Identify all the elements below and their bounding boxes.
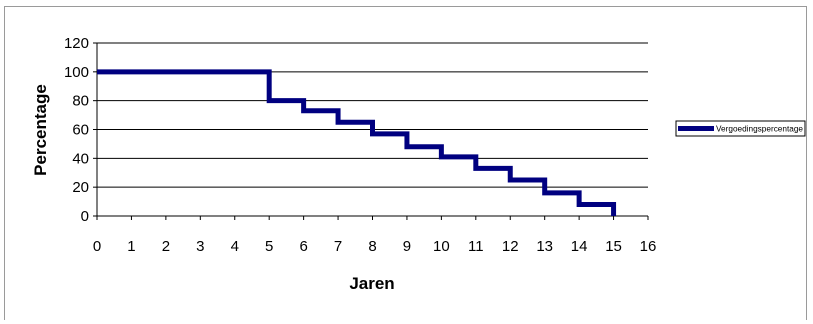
x-tick-label: 7 [334, 238, 342, 255]
x-tick-label: 14 [571, 238, 588, 255]
x-tick-label: 13 [536, 238, 553, 255]
x-tick-label: 9 [403, 238, 411, 255]
y-tick-label: 20 [72, 179, 89, 196]
x-tick-label: 15 [605, 238, 622, 255]
x-axis-title: Jaren [349, 274, 394, 293]
x-tick-label: 2 [162, 238, 170, 255]
y-tick-label: 100 [64, 64, 89, 81]
x-tick-label: 11 [468, 238, 484, 255]
x-tick-labels: 0 1 2 3 4 5 6 7 8 9 10 11 12 13 14 15 16 [93, 238, 657, 255]
x-tick-label: 6 [299, 238, 307, 255]
y-tick-label: 80 [72, 93, 89, 110]
y-tick-label: 60 [72, 122, 89, 139]
legend-box [675, 120, 806, 137]
x-tick-label: 8 [368, 238, 376, 255]
legend-label: Vergoedingspercentage [716, 125, 804, 134]
x-tick-label: 16 [640, 238, 657, 255]
series-group [96, 69, 617, 217]
y-tick-label: 0 [81, 208, 89, 225]
series-line [97, 69, 617, 216]
x-tick-label: 5 [265, 238, 273, 255]
legend: Vergoedingspercentage [675, 120, 806, 137]
x-tick-label: 3 [196, 238, 204, 255]
x-tick-label: 1 [127, 238, 135, 255]
x-tick-label: 4 [231, 238, 239, 255]
axes [93, 42, 649, 220]
x-tick-label: 12 [502, 238, 519, 255]
x-tick-label: 0 [93, 238, 101, 255]
x-tick-label: 10 [433, 238, 450, 255]
y-tick-label: 120 [64, 35, 89, 52]
gridlines [97, 42, 648, 188]
y-tick-label: 40 [72, 150, 89, 167]
y-tick-labels: 0 20 40 60 80 100 120 [64, 35, 89, 225]
y-axis-title: Percentage [31, 84, 50, 176]
chart-frame [4, 6, 807, 320]
